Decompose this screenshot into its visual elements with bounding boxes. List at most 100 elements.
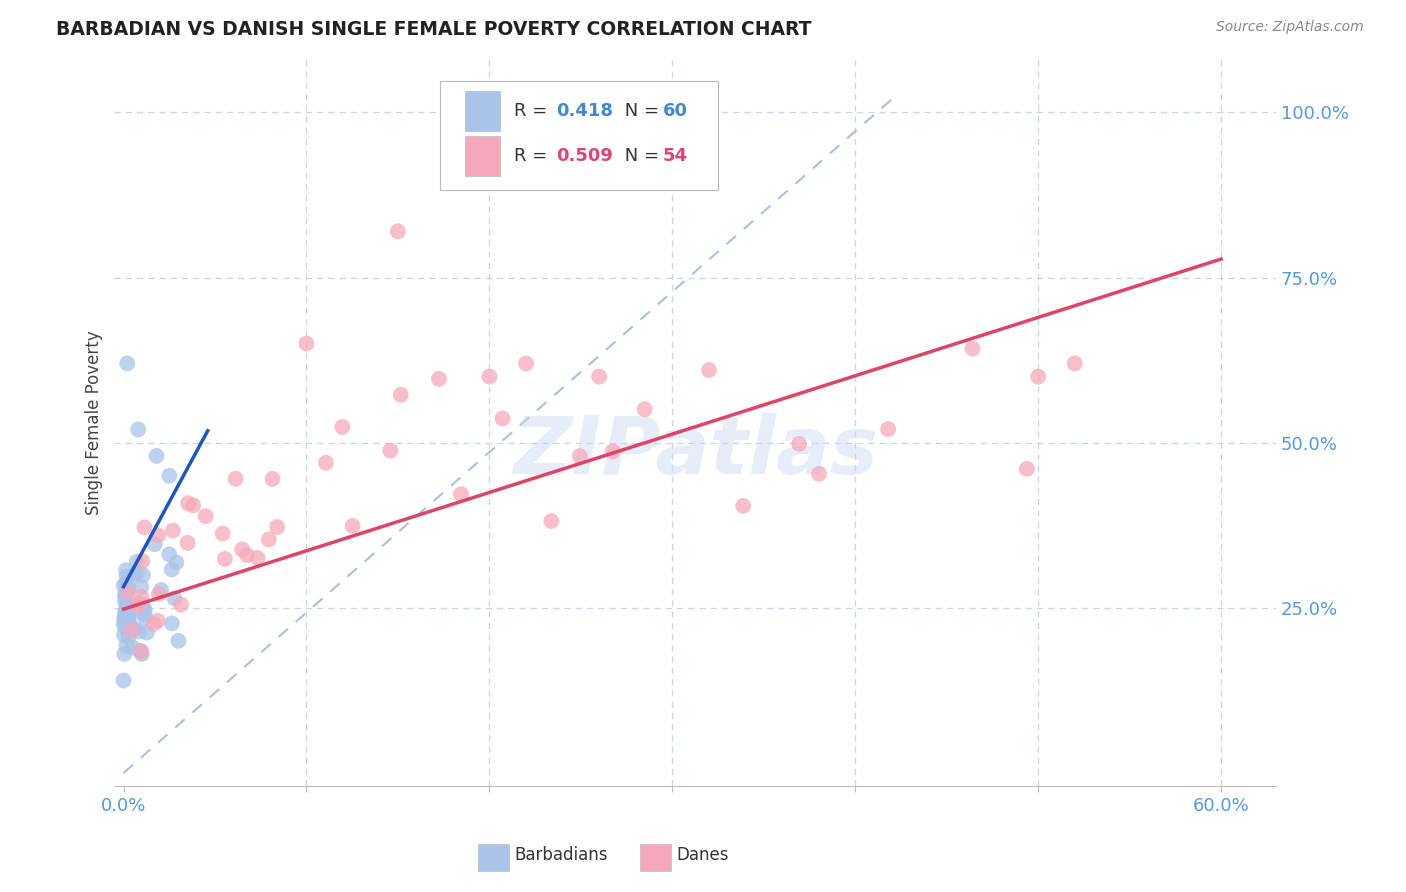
Point: [118, 631, 141, 645]
FancyBboxPatch shape: [440, 81, 718, 190]
Point: [568, 449, 591, 463]
Point: [131, 644, 153, 658]
Point: [170, 598, 193, 612]
Point: [1015, 462, 1038, 476]
Point: [115, 582, 138, 597]
Point: [148, 587, 170, 601]
Point: [129, 590, 152, 604]
Point: [115, 607, 138, 622]
Point: [450, 487, 472, 501]
Point: [330, 420, 353, 434]
Point: [150, 582, 173, 597]
Point: [128, 596, 150, 610]
Point: [115, 569, 138, 583]
Point: [114, 608, 136, 623]
Point: [132, 598, 155, 612]
Point: [122, 640, 145, 655]
Text: Barbadians: Barbadians: [515, 846, 609, 863]
Point: [117, 585, 139, 599]
Text: Source: ZipAtlas.com: Source: ZipAtlas.com: [1216, 20, 1364, 34]
Point: [131, 647, 153, 661]
Point: [117, 581, 139, 595]
Point: [112, 613, 135, 627]
FancyBboxPatch shape: [465, 136, 501, 176]
Point: [194, 509, 217, 524]
Point: [125, 555, 148, 569]
Point: [115, 599, 138, 613]
Point: [515, 356, 537, 370]
Point: [112, 618, 135, 632]
Point: [540, 514, 562, 528]
Point: [342, 519, 364, 533]
Point: [246, 550, 269, 565]
Point: [117, 605, 139, 619]
Point: [115, 563, 138, 577]
Point: [118, 619, 141, 633]
Point: [478, 369, 501, 384]
Point: [115, 576, 138, 591]
Text: 0.418: 0.418: [555, 102, 613, 120]
Text: BARBADIAN VS DANISH SINGLE FEMALE POVERTY CORRELATION CHART: BARBADIAN VS DANISH SINGLE FEMALE POVERT…: [56, 20, 811, 38]
Text: ZIPatlas: ZIPatlas: [513, 413, 877, 491]
Point: [295, 336, 318, 351]
Point: [697, 363, 720, 377]
FancyBboxPatch shape: [465, 91, 501, 131]
Point: [117, 582, 139, 596]
Point: [132, 568, 155, 582]
Text: N =: N =: [619, 147, 664, 165]
Point: [127, 422, 149, 436]
Point: [214, 552, 236, 566]
Point: [160, 562, 183, 576]
Point: [131, 554, 153, 568]
Point: [129, 644, 152, 658]
Point: [115, 622, 138, 636]
Point: [491, 411, 513, 425]
Point: [181, 498, 204, 512]
Point: [634, 402, 657, 417]
Point: [231, 542, 253, 557]
Point: [115, 639, 138, 653]
Point: [427, 372, 450, 386]
Point: [145, 449, 167, 463]
Point: [211, 526, 233, 541]
Point: [127, 599, 149, 613]
Point: [143, 537, 166, 551]
Point: [1026, 369, 1049, 384]
Point: [165, 556, 187, 570]
Text: 60: 60: [662, 102, 688, 120]
Point: [135, 625, 157, 640]
Point: [122, 622, 145, 636]
Point: [118, 613, 141, 627]
Point: [176, 536, 198, 550]
Point: [157, 468, 180, 483]
Text: R =: R =: [515, 147, 553, 165]
Point: [387, 224, 409, 238]
Point: [266, 520, 288, 534]
Point: [962, 342, 984, 356]
Point: [134, 602, 156, 616]
Point: [125, 566, 148, 580]
Point: [134, 611, 156, 625]
Point: [115, 599, 138, 613]
Point: [112, 578, 135, 592]
Point: [112, 673, 135, 688]
Point: [1063, 356, 1085, 370]
Text: Danes: Danes: [676, 846, 728, 863]
Point: [808, 467, 831, 481]
Y-axis label: Single Female Poverty: Single Female Poverty: [86, 331, 103, 516]
Text: 54: 54: [662, 147, 688, 165]
Point: [877, 422, 900, 436]
Point: [118, 607, 141, 622]
Point: [162, 524, 184, 538]
Text: 0.509: 0.509: [555, 147, 613, 165]
Point: [117, 601, 139, 615]
Point: [225, 472, 247, 486]
Point: [114, 605, 136, 619]
Point: [117, 608, 139, 623]
Point: [787, 437, 810, 451]
Point: [160, 616, 183, 631]
Point: [115, 356, 138, 370]
Point: [129, 580, 152, 594]
Point: [117, 615, 139, 629]
Point: [389, 388, 412, 402]
